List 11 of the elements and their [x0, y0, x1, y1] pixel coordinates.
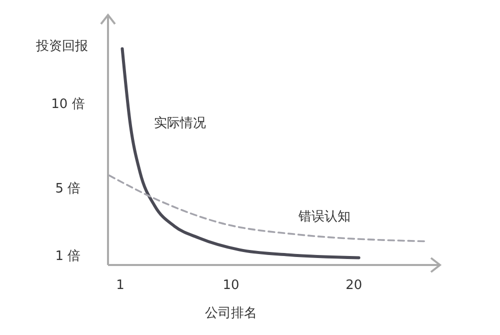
x-tick-label: 20 [346, 278, 362, 293]
line-series [120, 47, 360, 260]
y-tick-label: 10 倍 [51, 96, 85, 112]
x-tick-label: 10 [222, 278, 240, 293]
x-axis-title: 公司排名 [204, 306, 257, 321]
y-tick-label: 5 倍 [55, 181, 81, 196]
x-tick-label: 1 [116, 278, 124, 293]
series-label: 实际情况 [154, 116, 206, 132]
series-label: 错误认知 [298, 210, 351, 225]
y-axis-title: 投资回报 [35, 39, 88, 54]
y-tick-label: 1 倍 [55, 248, 81, 264]
